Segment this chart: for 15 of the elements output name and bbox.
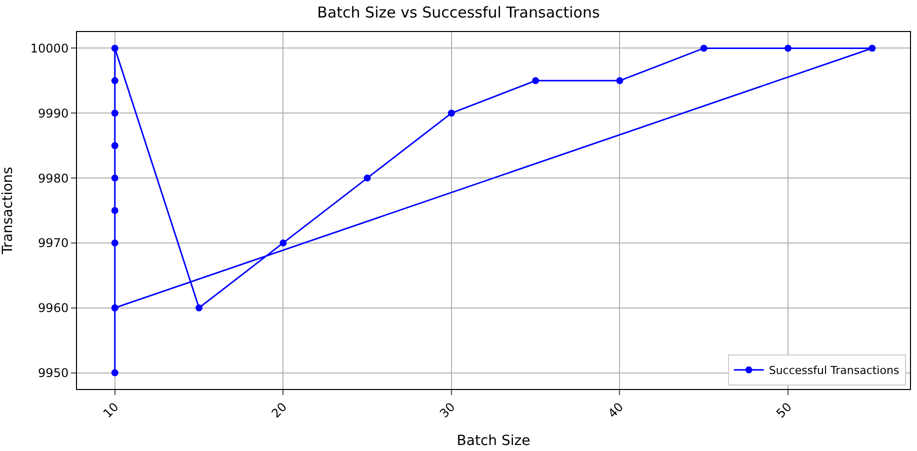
y-tick-label: 9950	[38, 366, 69, 380]
y-tick-label: 9980	[38, 171, 69, 186]
y-tick-label: 10000	[30, 41, 69, 56]
x-tick-label: 40	[605, 400, 626, 421]
legend-label: Successful Transactions	[768, 364, 900, 378]
x-tick-label: 10	[100, 400, 122, 421]
chart-title: Batch Size vs Successful Transactions	[317, 3, 600, 22]
x-tick-label: 50	[774, 400, 794, 421]
y-tick-label: 9970	[38, 236, 69, 250]
x-axis-title: Batch Size	[456, 432, 530, 449]
x-tick-label: 30	[437, 400, 458, 421]
y-tick-label: 9990	[38, 106, 69, 120]
y-tick-label: 9960	[38, 301, 69, 316]
x-tick-label: 20	[268, 400, 290, 421]
y-axis-title: Transactions	[0, 166, 16, 256]
